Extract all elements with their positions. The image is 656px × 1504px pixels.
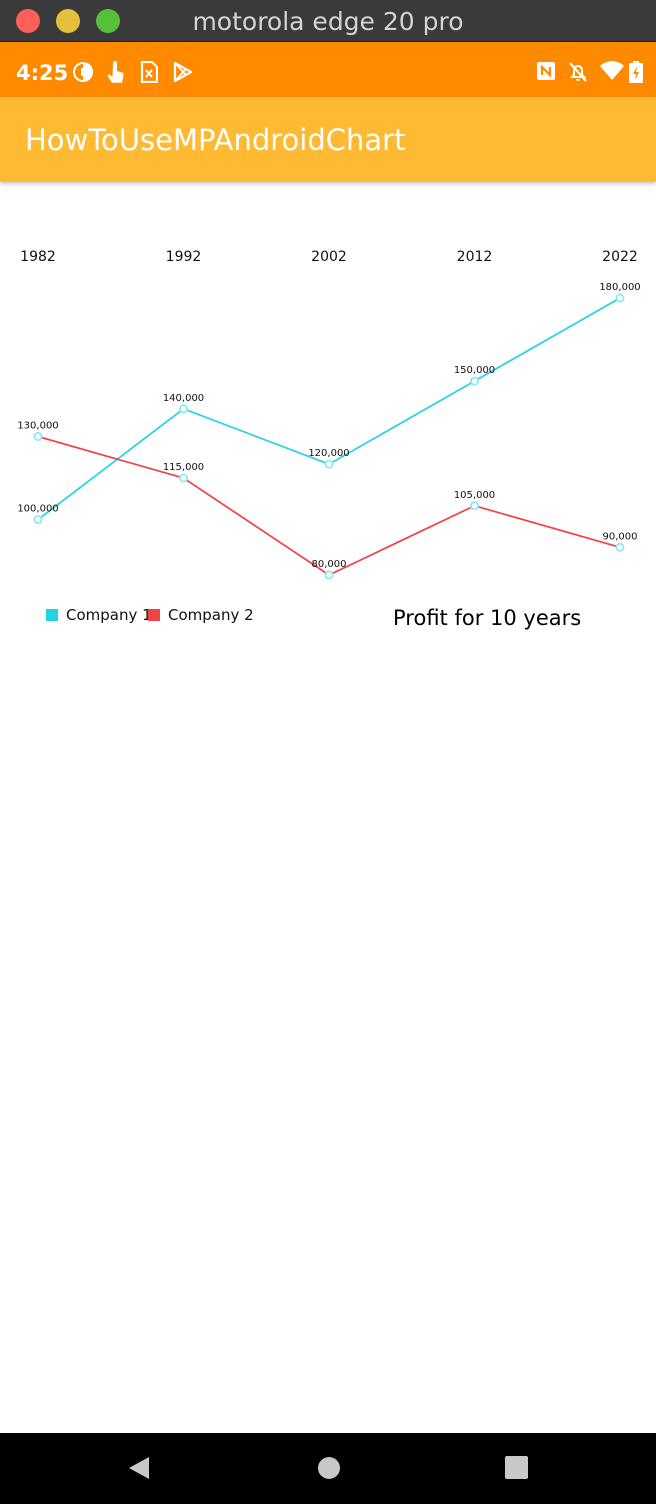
data-value-label: 100,000 <box>17 504 58 515</box>
x-axis-tick-label: 1982 <box>20 249 56 265</box>
touch-icon <box>105 61 127 90</box>
data-value-label: 90,000 <box>603 531 638 542</box>
data-point[interactable] <box>324 570 334 580</box>
series-line-1 <box>37 297 621 521</box>
data-value-label: 105,000 <box>454 490 495 501</box>
x-axis-tick-label: 2022 <box>602 249 638 265</box>
legend-swatch-company-2 <box>148 609 160 621</box>
legend-label-company-1: Company 1 <box>66 606 152 624</box>
line-chart[interactable]: 1982 1992 2002 2012 2022 100,000 140,000 120,00… <box>0 182 656 642</box>
nfc-icon <box>536 61 556 86</box>
window-title: motorola edge 20 pro <box>192 7 464 36</box>
minimize-window-button[interactable] <box>56 9 80 33</box>
sim-card-icon <box>140 60 159 88</box>
close-window-button[interactable] <box>16 9 40 33</box>
app-bar: HowToUseMPAndroidChart <box>0 97 656 182</box>
data-point[interactable] <box>615 293 625 303</box>
legend-swatch-company-1 <box>46 609 58 621</box>
zoom-window-button[interactable] <box>96 9 120 33</box>
data-point[interactable] <box>33 431 43 441</box>
data-point[interactable] <box>324 459 334 469</box>
back-icon[interactable] <box>128 1456 150 1485</box>
battery-charging-icon <box>629 61 643 88</box>
data-point[interactable] <box>469 501 479 511</box>
data-value-label: 130,000 <box>17 421 58 432</box>
wifi-icon <box>600 61 624 86</box>
recents-icon[interactable] <box>505 1456 528 1484</box>
line-chart-canvas: 1982 1992 2002 2012 2022 100,000 140,000 120,00… <box>17 249 641 580</box>
x-axis-tick-label: 2002 <box>311 249 347 265</box>
data-value-label: 80,000 <box>312 559 347 570</box>
data-point[interactable] <box>469 376 479 386</box>
vpn-key-icon <box>72 61 94 88</box>
play-store-icon <box>172 61 194 88</box>
data-value-label: 115,000 <box>163 462 204 473</box>
legend-label-company-2: Company 2 <box>168 606 254 624</box>
x-axis-tick-label: 2012 <box>457 249 493 265</box>
data-value-label: 150,000 <box>454 365 495 376</box>
data-point[interactable] <box>33 515 43 525</box>
data-point[interactable] <box>615 542 625 552</box>
data-value-label: 140,000 <box>163 393 204 404</box>
data-value-label: 120,000 <box>308 448 349 459</box>
emulator-titlebar: motorola edge 20 pro <box>0 0 656 42</box>
status-time: 4:25 <box>16 61 69 85</box>
chart-description: Profit for 10 years <box>393 606 582 630</box>
data-point[interactable] <box>178 473 188 483</box>
data-point[interactable] <box>178 404 188 414</box>
navigation-bar <box>0 1433 656 1504</box>
status-bar: 4:25 <box>0 42 656 97</box>
app-title: HowToUseMPAndroidChart <box>25 123 406 157</box>
home-icon[interactable] <box>317 1456 341 1485</box>
data-value-label: 180,000 <box>599 282 640 293</box>
notifications-off-icon <box>568 61 588 88</box>
x-axis-tick-label: 1992 <box>166 249 202 265</box>
